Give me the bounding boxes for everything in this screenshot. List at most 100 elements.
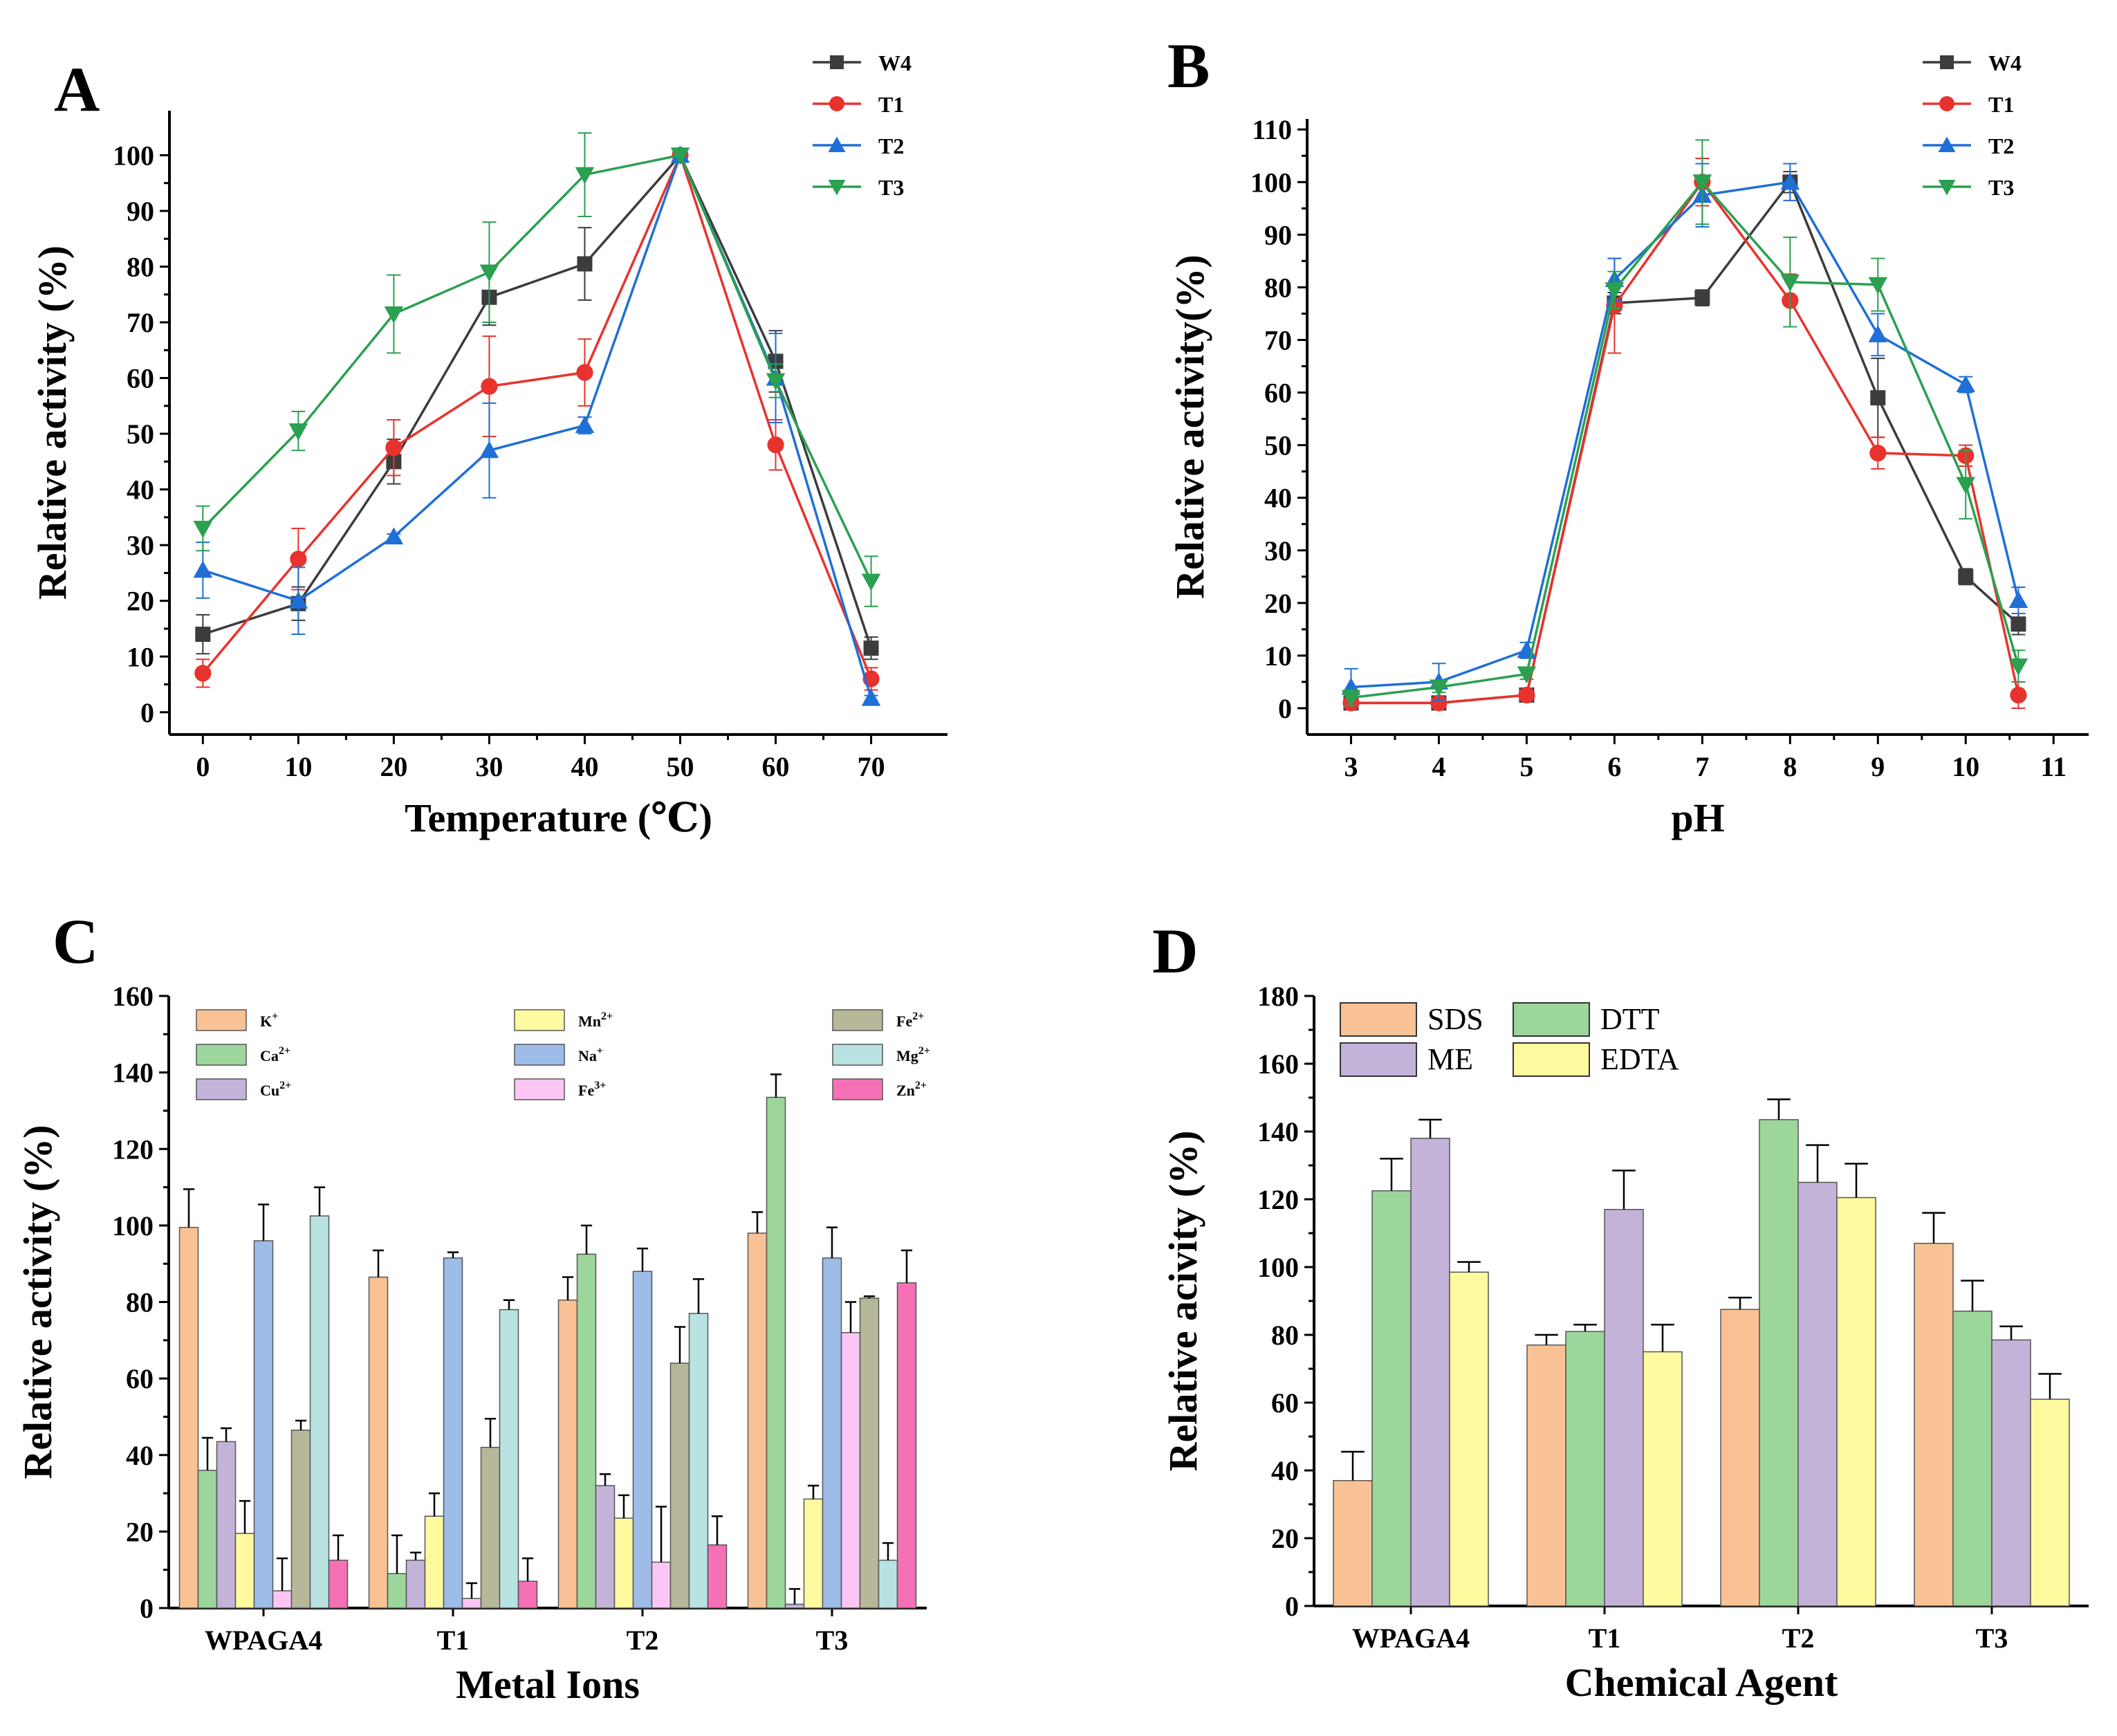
bar-Fe [651,1561,672,1609]
bar-EDTA [1643,1351,1683,1607]
bar-DTT [1565,1331,1605,1607]
y-tick-label: 60 [127,363,154,394]
x-axis-title: pH [1671,795,1724,840]
y-tick-label: 10 [127,641,154,672]
data-point [479,264,499,282]
y-tick-label: 50 [1264,430,1292,461]
bar-Fe [480,1446,501,1609]
x-tick-label: 3 [1344,751,1358,782]
bar-Mn [613,1517,634,1609]
data-point [1692,174,1712,192]
series-line [1351,180,2020,699]
legend-label: Ca2+ [260,1045,290,1064]
legend-charge: 3+ [594,1080,606,1091]
data-point [1518,686,1535,704]
y-tick-label: 80 [126,1287,154,1318]
bar-ME [1604,1208,1644,1607]
legend-swatch [1340,1002,1417,1037]
legend-ion: Zn [896,1082,915,1099]
y-tick-label: 140 [1257,1116,1299,1147]
bar-EDTA [2030,1398,2070,1607]
legend-swatch [196,1078,247,1100]
y-tick-label: 110 [1252,114,1292,145]
data-point [1958,569,1974,584]
y-tick-label: 20 [1271,1523,1299,1554]
legend-label: T2 [1988,133,2014,158]
y-tick-label: 20 [127,586,154,617]
bar-EDTA [1449,1271,1489,1607]
bar-Fe [669,1363,690,1609]
y-tick-label: 160 [1257,1049,1299,1080]
bar-Mg [878,1560,898,1609]
legend-marker [830,55,844,69]
bar-SDS [1526,1344,1566,1607]
data-point [670,147,690,165]
data-point [481,378,498,395]
bar-DTT [1371,1190,1412,1607]
y-tick-label: 40 [1271,1455,1299,1486]
legend: W4 T1 T2 T3 [1923,50,2022,200]
category-label: T1 [1589,1623,1621,1654]
category-label: T3 [1976,1623,2008,1654]
bar-Cu [405,1560,426,1609]
bar-K [747,1232,768,1609]
legend-swatch [514,1044,565,1066]
category-label: T2 [627,1625,659,1656]
y-tick-label: 30 [127,530,154,561]
legend-label: T2 [878,133,904,158]
legend-charge: 2+ [601,1010,613,1022]
y-tick-label: 0 [140,697,154,728]
y-tick-label: 50 [127,418,154,450]
series-line [1351,181,2020,689]
data-point [2010,686,2027,704]
bar-Ca [576,1253,597,1609]
series-T2 [1341,163,2028,707]
category-label: T3 [816,1625,849,1656]
bar-Zn [328,1560,349,1609]
bar-DTT [1952,1310,1993,1607]
x-tick-label: 30 [475,751,503,782]
data-point [2008,658,2028,676]
legend-swatch [832,1009,883,1031]
series-T1 [1342,158,2027,712]
category-label: T2 [1782,1623,1815,1654]
data-point [193,521,213,538]
data-point [384,306,404,324]
y-tick-label: 120 [1257,1184,1299,1215]
legend-label: W4 [878,50,912,75]
data-point [575,416,595,434]
legend-swatch [196,1009,247,1031]
x-tick-label: 40 [571,751,598,782]
y-tick-label: 100 [1257,1252,1299,1283]
y-tick-label: 80 [1271,1320,1299,1351]
data-point [863,640,879,656]
legend-charge: 2+ [912,1010,924,1022]
data-point [767,436,784,454]
y-tick-label: 140 [112,1058,154,1089]
data-point [385,439,403,456]
x-tick-label: 9 [1871,751,1885,782]
bar-ME [1797,1181,1838,1607]
bar-Cu [784,1603,805,1609]
y-tick-label: 30 [1264,535,1292,566]
data-point [288,423,308,441]
x-tick-label: 4 [1432,751,1445,782]
bar-SDS [1720,1309,1760,1607]
x-tick-label: 7 [1695,751,1709,782]
y-axis-title: Relative acivity (%) [1161,1131,1205,1472]
bar-Zn [707,1544,728,1609]
legend-charge: 2+ [279,1045,290,1057]
bar-Na [822,1257,842,1609]
y-tick-label: 100 [112,1210,154,1241]
bar-DTT [1759,1119,1799,1607]
data-point [766,373,786,391]
legend-ion: Na [578,1047,597,1064]
x-tick-label: 20 [380,751,407,782]
data-point [575,167,595,185]
y-tick-label: 180 [1257,981,1299,1012]
x-tick-label: 6 [1607,751,1621,782]
y-axis-title: Relative activity (%) [30,246,75,600]
bar-Fe [859,1298,880,1609]
data-point [2008,591,2028,609]
legend-label: Fe3+ [578,1080,606,1099]
